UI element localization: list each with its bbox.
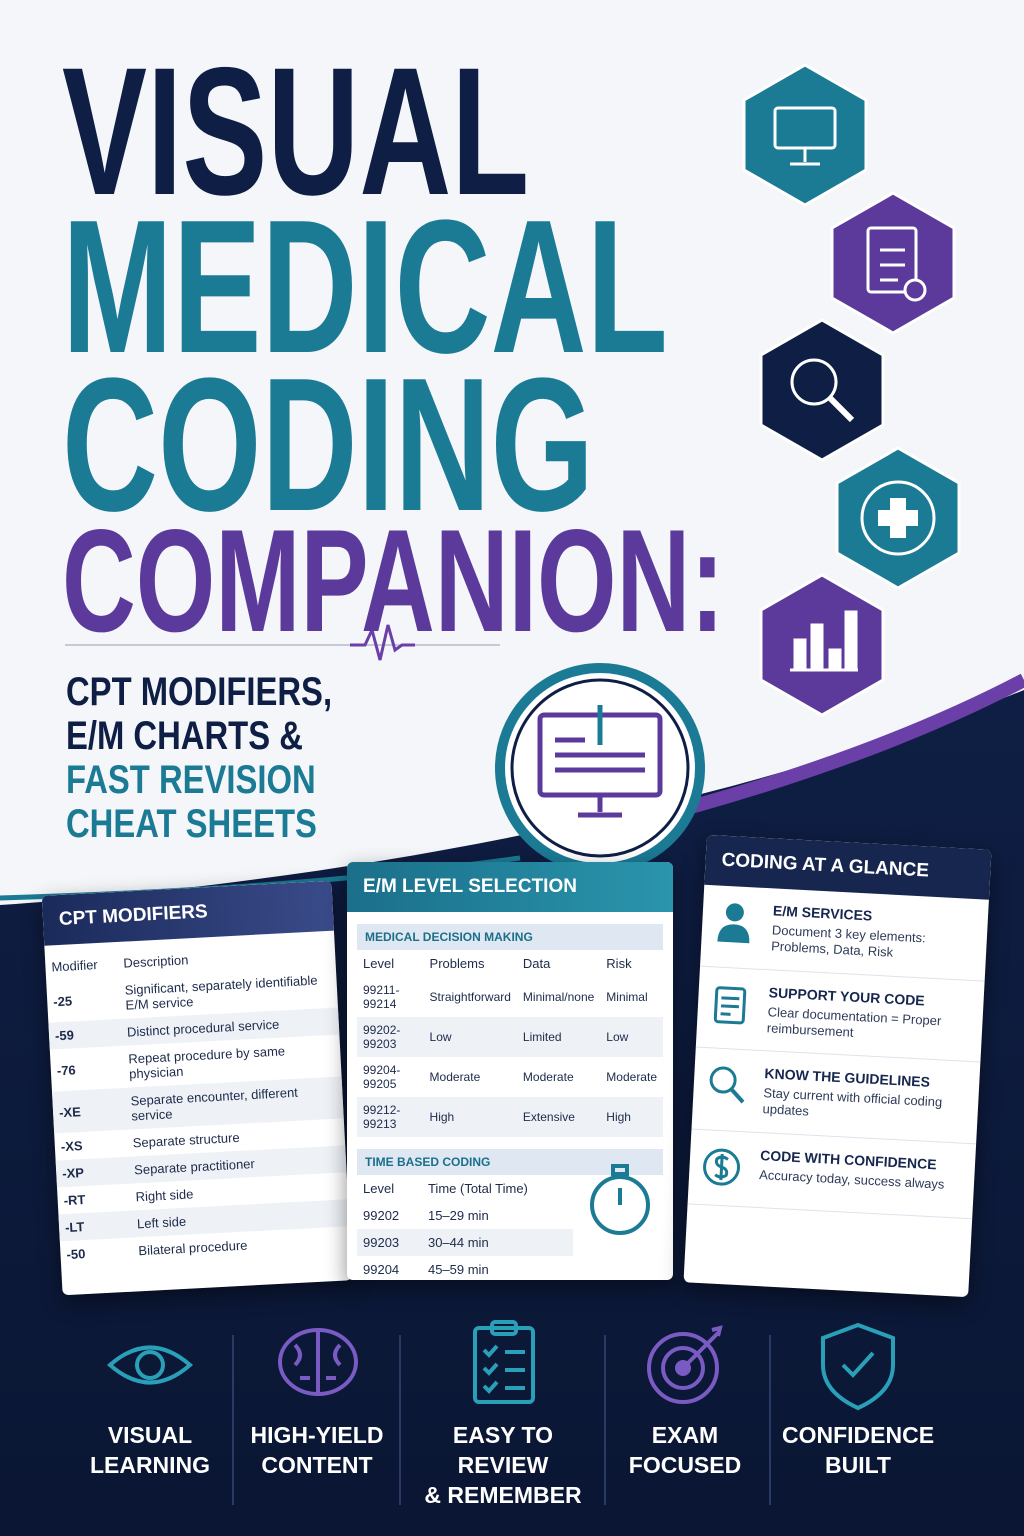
feature-line: EXAM	[651, 1422, 719, 1448]
feature-label: EXAM FOCUSED	[590, 1420, 780, 1480]
item-body: Stay current with official coding update…	[762, 1085, 943, 1119]
cell: 99204-99205	[363, 1063, 401, 1091]
feature-line: CONTENT	[261, 1452, 373, 1478]
table: Level Problems Data Risk 99211-99214 Straight…	[357, 950, 663, 1137]
row: 99202-99203 Low Limited Low	[357, 1017, 663, 1057]
row: 99212-99213 High Extensive High	[357, 1097, 663, 1137]
row: 99204 45–59 min	[357, 1256, 573, 1280]
row: 99204-99205 Moderate Moderate Moderate	[357, 1057, 663, 1097]
cell: 99202-99203	[357, 1017, 424, 1057]
cell: 15–29 min	[427, 1208, 489, 1223]
cell: 99202	[363, 1208, 400, 1223]
subtitle-line: CPT MODIFIERS,	[66, 670, 333, 714]
header-cell: Time (Total Time)	[427, 1181, 528, 1196]
feature-line: CONFIDENCE	[781, 1422, 935, 1448]
item-text: KNOW THE GUIDELINES Stay current with off…	[762, 1065, 967, 1128]
feature-line: FOCUSED	[628, 1452, 742, 1478]
item-icon	[709, 1066, 745, 1104]
row: 99202 15–29 min	[357, 1202, 573, 1229]
cell: 99204	[363, 1262, 400, 1277]
table: Level Time (Total Time) 99202 15–29 min 9920…	[357, 1175, 573, 1280]
section-title: MEDICAL DECISION MAKING	[357, 924, 663, 950]
feature-label: HIGH-YIELD CONTENT	[222, 1420, 412, 1480]
header-cell: Data	[522, 956, 551, 971]
cell: 99211-99214	[363, 983, 400, 1011]
cell: 99203	[357, 1229, 422, 1256]
feature-label: EASY TO REVIEW & REMEMBER	[408, 1420, 598, 1510]
title-line: VISUAL	[62, 29, 530, 233]
cell: -LT	[58, 1210, 132, 1242]
subtitle-line: CHEAT SHEETS	[66, 802, 317, 846]
cell: Minimal/none	[522, 990, 595, 1004]
item-icon	[713, 985, 747, 1024]
cell: High	[423, 1097, 517, 1137]
header-cell: Level	[363, 1181, 395, 1196]
item-text: E/M SERVICES Document 3 key elements: Pro…	[771, 902, 976, 965]
cell: Straightforward	[429, 990, 511, 1004]
glance-card: CODING AT A GLANCE E/M SERVICES Document …	[683, 834, 992, 1298]
cell: 45–59 min	[427, 1262, 489, 1277]
cell: -76	[56, 1061, 77, 1078]
header-row: Level Problems Data Risk	[357, 950, 663, 977]
feature-line: & REMEMBER	[424, 1482, 582, 1508]
cell: High	[600, 1097, 663, 1137]
title-line: COMPANION:	[62, 499, 725, 662]
section: Level Problems Data Risk 99211-99214 Straight…	[357, 950, 663, 1137]
item-body: Document 3 key elements: Problems, Data,…	[770, 922, 927, 960]
header-cell: Level	[363, 956, 395, 971]
subtitle-line: FAST REVISION	[66, 758, 316, 802]
item-text: CODE WITH CONFIDENCE Accuracy today, succ…	[759, 1147, 946, 1193]
cpt-card: CPT MODIFIERS Modifier Description -25 Sign…	[41, 880, 353, 1296]
feature-line: HIGH-YIELD	[250, 1422, 384, 1448]
cell: 99212-99213	[357, 1097, 424, 1137]
cell: Extensive	[516, 1097, 601, 1137]
title-line: MEDICAL	[62, 181, 668, 393]
feature-label: CONFIDENCE BUILT	[763, 1420, 953, 1480]
item-text: SUPPORT YOUR CODE Clear documentation = P…	[766, 984, 971, 1047]
glance-item: CODE WITH CONFIDENCE Accuracy today, succ…	[687, 1128, 977, 1219]
cell: Moderate	[522, 1070, 574, 1084]
stopwatch-icon	[590, 1164, 650, 1235]
cell: -59	[48, 1018, 122, 1050]
cell: -25	[52, 992, 73, 1009]
cell: Low	[600, 1017, 663, 1057]
header-row: Level Time (Total Time)	[357, 1175, 573, 1202]
table: Modifier Description -25 Significant, separ…	[45, 939, 351, 1269]
header-cell: Modifier	[51, 957, 99, 975]
cell: -XS	[60, 1138, 83, 1155]
card-title: E/M LEVEL SELECTION	[347, 862, 673, 912]
cell: Minimal	[606, 990, 648, 1004]
cell: Limited	[516, 1017, 601, 1057]
glance-item: SUPPORT YOUR CODE Clear documentation = P…	[695, 966, 985, 1063]
glance-item: E/M SERVICES Document 3 key elements: Pro…	[700, 884, 989, 982]
header-cell: Problems	[429, 956, 485, 971]
feature-line: VISUAL	[107, 1422, 193, 1448]
feature-line: EASY TO REVIEW	[452, 1422, 554, 1478]
item-icon	[703, 1148, 741, 1186]
cell: 30–44 min	[421, 1229, 573, 1256]
title-line: CODING	[62, 339, 594, 551]
cell: Moderate	[429, 1070, 481, 1084]
feature-line: LEARNING	[89, 1452, 211, 1478]
cell: Low	[423, 1017, 517, 1057]
em-card: E/M LEVEL SELECTION MEDICAL DECISION MAK…	[347, 862, 673, 1280]
row: 99211-99214 Straightforward Minimal/none Mi…	[357, 977, 663, 1017]
cell: -XE	[51, 1087, 127, 1134]
section: Level Time (Total Time) 99202 15–29 min 9920…	[357, 1175, 573, 1280]
item-body: Clear documentation = Proper reimburseme…	[766, 1003, 942, 1040]
cell: Moderate	[606, 1070, 657, 1084]
row: 99203 30–44 min	[357, 1229, 573, 1256]
section-title: TIME BASED CODING	[357, 1149, 663, 1175]
cell: -RT	[63, 1192, 86, 1209]
cell: -50	[66, 1246, 86, 1263]
feature-label: VISUAL LEARNING	[55, 1420, 245, 1480]
item-icon	[717, 903, 750, 944]
feature-line: BUILT	[824, 1452, 891, 1478]
subtitle-line: E/M CHARTS &	[66, 714, 303, 758]
glance-item: KNOW THE GUIDELINES Stay current with off…	[691, 1047, 981, 1144]
cell: -XP	[55, 1156, 129, 1188]
header-cell: Risk	[606, 956, 632, 971]
